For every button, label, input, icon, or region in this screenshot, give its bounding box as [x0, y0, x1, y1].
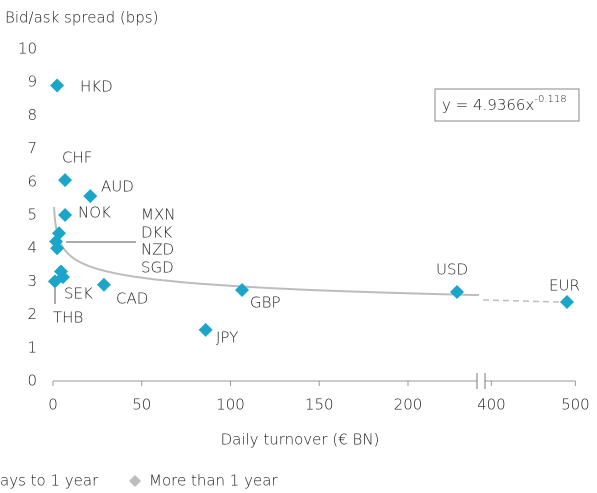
- data-point: [198, 322, 213, 337]
- y-tick-label: 0: [27, 372, 37, 390]
- data-point: [449, 285, 464, 300]
- data-point: [47, 274, 62, 289]
- point-label: NZD: [141, 241, 174, 259]
- point-label: AUD: [101, 178, 134, 196]
- trend-label: y = 4.9366x-0.118: [442, 94, 567, 114]
- x-axis-label: Daily turnover (€ BN): [221, 431, 380, 449]
- trend-exponent: -0.118: [534, 94, 566, 105]
- y-tick-label: 5: [27, 206, 37, 224]
- trend-formula: y = 4.9366x: [442, 96, 534, 114]
- point-label: SGD: [141, 259, 174, 277]
- data-point: [50, 241, 65, 256]
- point-label: CAD: [116, 290, 148, 308]
- y-tick-label: 1: [27, 338, 37, 356]
- x-tick-label: 500: [561, 396, 590, 414]
- trend-line: [53, 206, 480, 297]
- point-label: DKK: [141, 224, 172, 242]
- point-label: GBP: [250, 294, 281, 312]
- y-tick-label: 6: [27, 172, 37, 190]
- point-label: HKD: [80, 78, 113, 96]
- data-point: [53, 264, 68, 279]
- x-tick-label: 100: [216, 396, 245, 414]
- x-tick-label: 0: [48, 396, 58, 414]
- point-label: CHF: [62, 149, 92, 167]
- trend-box: [434, 88, 580, 122]
- legend-marker: [129, 475, 141, 487]
- data-point: [83, 189, 98, 204]
- data-point: [96, 277, 111, 292]
- data-point: [560, 294, 574, 309]
- x-tick-label: 50: [132, 396, 151, 414]
- y-tick-label: 10: [18, 40, 37, 58]
- y-tick-label: 7: [27, 139, 37, 157]
- data-point: [58, 173, 73, 188]
- point-label: SEK: [64, 285, 93, 303]
- legend-label: More than 1 year: [149, 472, 278, 490]
- point-label: NOK: [78, 204, 111, 222]
- y-tick-label: 3: [27, 272, 37, 290]
- point-label: USD: [436, 261, 468, 279]
- legend-label: ays to 1 year: [0, 472, 99, 490]
- data-point: [235, 283, 250, 298]
- y-tick-label: 8: [27, 106, 37, 124]
- x-tick-label: 200: [394, 396, 423, 414]
- x-tick-label: 150: [305, 396, 334, 414]
- point-label: EUR: [549, 277, 580, 295]
- x-tick-label: 400: [477, 396, 506, 414]
- trend-line-extension: [482, 299, 568, 304]
- point-label: JPY: [216, 329, 238, 347]
- data-point: [58, 208, 73, 222]
- y-axis-label: Bid/ask spread (bps): [5, 9, 158, 27]
- data-point: [50, 78, 65, 93]
- y-tick-label: 4: [27, 239, 37, 257]
- point-label: MXN: [141, 206, 175, 224]
- y-tick-label: 2: [27, 305, 37, 323]
- y-tick-label: 9: [27, 73, 37, 91]
- point-label: THB: [53, 309, 83, 327]
